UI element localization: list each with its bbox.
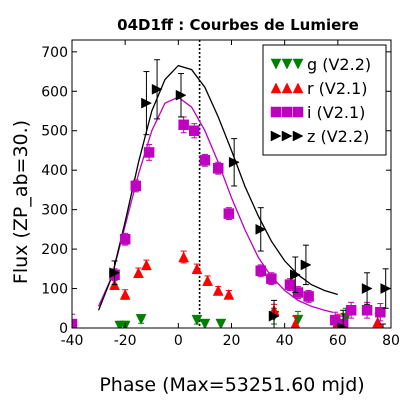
legend: g (V2.2) r (V2.1) i (V2.1) z (V2.2) — [262, 44, 387, 156]
data-point — [72, 318, 78, 328]
series-3 — [109, 59, 391, 328]
data-point — [141, 97, 152, 109]
legend-item: g (V2.2) — [270, 55, 371, 74]
data-point — [191, 263, 203, 275]
data-point — [178, 251, 190, 263]
data-point — [178, 119, 189, 131]
plot-inner — [72, 40, 400, 331]
series-2 — [72, 116, 400, 331]
data-point — [290, 269, 301, 281]
data-point — [303, 291, 314, 302]
x-tick-label: -20 — [114, 333, 137, 349]
legend-marker — [281, 130, 293, 142]
y-tick-label: 300 — [41, 203, 68, 219]
data-point — [212, 284, 224, 296]
data-point — [215, 318, 227, 328]
data-point — [375, 306, 386, 318]
data-point — [141, 259, 152, 271]
legend-item: i (V2.1) — [270, 103, 365, 122]
data-point — [266, 273, 277, 284]
y-tick-label: 100 — [41, 282, 68, 298]
data-point — [199, 318, 211, 328]
y-tick-label: 400 — [41, 163, 68, 179]
x-tick-label: -40 — [61, 333, 84, 349]
data-point — [191, 314, 203, 326]
legend-label: g (V2.2) — [307, 55, 371, 74]
data-point — [135, 314, 147, 325]
y-tick-label: 0 — [59, 321, 68, 337]
x-tick-label: 80 — [382, 333, 400, 349]
x-tick-label: 0 — [174, 333, 183, 349]
legend-item: z (V2.2) — [270, 127, 369, 146]
legend-label: z (V2.2) — [307, 127, 369, 146]
data-point — [361, 304, 373, 316]
y-tick-label: 700 — [41, 45, 68, 61]
data-point — [228, 156, 240, 168]
legend-marker — [270, 130, 282, 142]
data-point — [345, 304, 357, 316]
data-point — [119, 288, 131, 300]
legend-marker — [292, 106, 304, 118]
series-1 — [109, 250, 400, 329]
data-point — [151, 83, 163, 95]
legend-label: i (V2.1) — [307, 103, 365, 122]
data-point — [268, 310, 280, 322]
data-point — [130, 180, 142, 192]
data-point — [380, 283, 391, 294]
data-point — [255, 265, 266, 277]
data-point — [202, 275, 213, 286]
legend-marker — [292, 58, 304, 70]
data-point — [175, 89, 187, 101]
legend-label: r (V2.1) — [307, 79, 368, 98]
data-point — [255, 223, 267, 235]
legend-marker — [281, 82, 293, 94]
legend-marker — [270, 82, 282, 94]
data-point — [143, 147, 155, 158]
y-tick-label: 500 — [41, 124, 68, 140]
data-point — [361, 283, 373, 294]
data-point — [199, 155, 211, 166]
data-point — [300, 259, 312, 271]
legend-item: r (V2.1) — [270, 79, 368, 98]
data-point — [212, 162, 224, 174]
data-point — [391, 321, 400, 331]
chart-title: 04D1ff : Courbes de Lumiere — [117, 16, 359, 34]
y-axis-label: Flux (ZP_ab=30.) — [10, 120, 32, 284]
legend-marker — [292, 82, 304, 94]
data-point — [133, 267, 144, 279]
x-tick-label: 60 — [329, 333, 347, 349]
x-tick-label: 20 — [223, 333, 241, 349]
x-axis-label: Phase (Max=53251.60 mjd) — [99, 374, 364, 396]
data-point — [109, 267, 121, 279]
plot-area: -40 -20 0 20 40 60 80 0 100 200 300 400 500 600 700 g (… — [41, 39, 400, 349]
legend-marker — [270, 58, 282, 70]
data-point — [223, 288, 235, 300]
legend-marker — [292, 130, 304, 142]
legend-marker — [281, 106, 293, 118]
data-point — [223, 208, 235, 219]
legend-marker — [281, 58, 293, 70]
y-tick-label: 600 — [41, 84, 68, 100]
data-point — [337, 322, 349, 328]
legend-marker — [270, 106, 282, 118]
data-point — [189, 125, 200, 136]
x-tick-label: 40 — [276, 333, 294, 349]
data-point — [119, 233, 131, 245]
data-point — [372, 316, 384, 328]
data-point — [290, 318, 301, 328]
data-point — [391, 319, 400, 329]
y-tick-label: 200 — [41, 242, 68, 258]
